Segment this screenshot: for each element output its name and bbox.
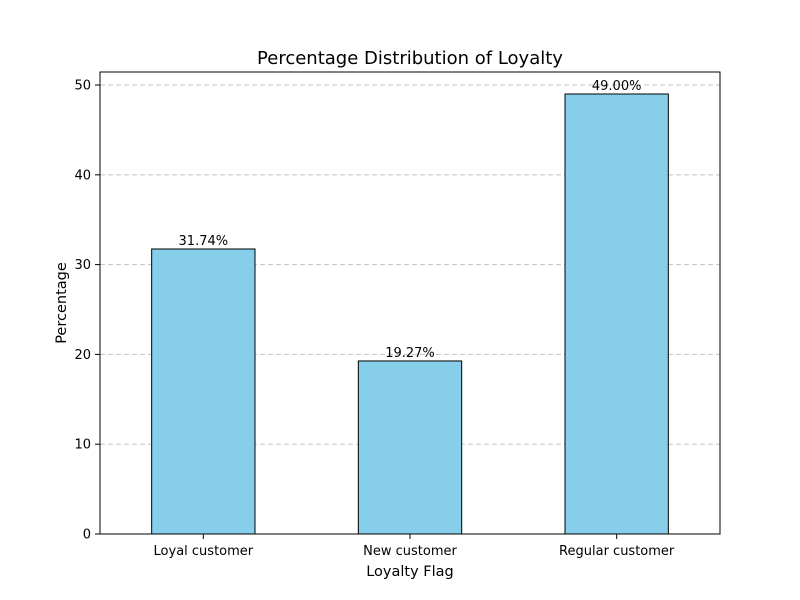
x-axis-label: Loyalty Flag xyxy=(366,564,454,580)
y-tick-label: 50 xyxy=(74,79,91,94)
x-tick-label: Loyal customer xyxy=(154,544,254,559)
bar xyxy=(151,248,256,535)
x-axis: Loyal customer New customer Regular custom… xyxy=(154,534,675,559)
y-tick-label: 10 xyxy=(74,438,91,453)
y-tick-label: 0 xyxy=(83,528,91,543)
data-label: 19.27% xyxy=(385,346,435,361)
data-label: 49.00% xyxy=(592,79,642,94)
y-tick-label: 20 xyxy=(74,348,91,363)
x-tick-label: New customer xyxy=(363,544,457,559)
bars xyxy=(151,93,669,535)
data-label: 31.74% xyxy=(179,234,229,249)
y-axis-label: Percentage xyxy=(54,262,70,344)
bar xyxy=(357,360,463,535)
y-tick-label: 30 xyxy=(74,258,91,273)
y-axis: 0 10 20 30 40 50 xyxy=(74,79,100,543)
bar xyxy=(564,93,669,535)
x-tick-label: Regular customer xyxy=(559,544,675,559)
y-tick-label: 40 xyxy=(74,168,91,183)
chart-title: Percentage Distribution of Loyalty xyxy=(257,48,563,69)
data-labels: 31.74% 19.27% 49.00% xyxy=(179,79,642,361)
